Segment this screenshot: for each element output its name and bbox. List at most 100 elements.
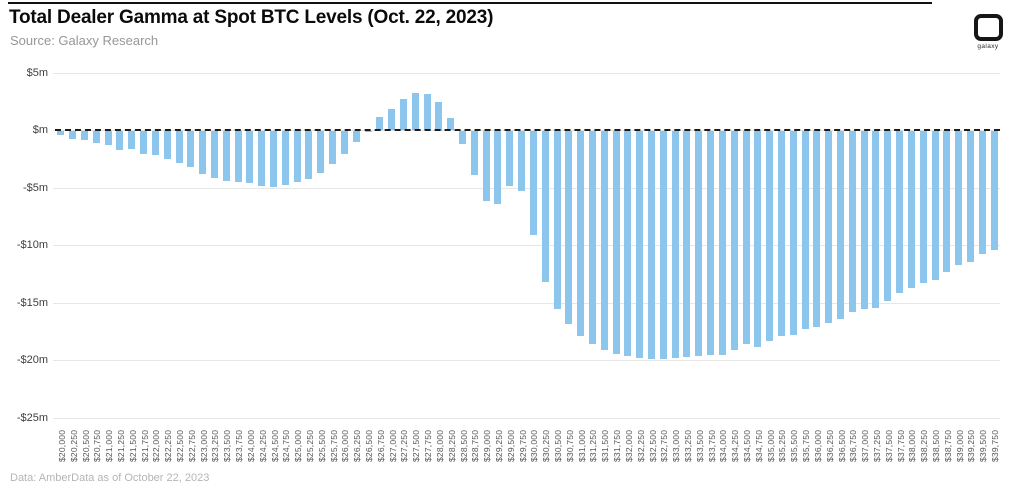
bar	[399, 99, 407, 131]
bar	[116, 130, 124, 151]
x-axis-tick-label: $21,750	[139, 429, 150, 462]
y-axis-tick-label: -$25m	[16, 411, 48, 424]
x-axis-tick-label: $24,250	[257, 429, 268, 462]
x-axis-tick-label: $22,250	[163, 429, 174, 462]
bar	[813, 130, 821, 328]
x-axis-tick-label: $23,750	[234, 429, 245, 462]
bar	[258, 130, 266, 186]
bar	[801, 130, 809, 330]
x-axis-tick-label: $37,750	[895, 429, 906, 462]
bar	[470, 130, 478, 176]
x-axis-tick-label: $20,750	[92, 429, 103, 462]
bar	[565, 130, 573, 324]
x-axis-tick-label: $32,250	[635, 429, 646, 462]
bar	[766, 130, 774, 341]
y-axis-tick-label: -$15m	[16, 296, 48, 309]
bar	[648, 130, 656, 360]
x-axis-tick-label: $35,500	[789, 429, 800, 462]
bar	[128, 130, 136, 149]
page-title: Total Dealer Gamma at Spot BTC Levels (O…	[9, 7, 494, 28]
x-axis-tick-label: $39,250	[966, 429, 977, 462]
bar	[884, 130, 892, 301]
bar	[943, 130, 951, 272]
x-axis-tick-label: $27,500	[411, 429, 422, 462]
gridline	[53, 187, 1000, 189]
x-axis-tick-label: $30,750	[564, 429, 575, 462]
bar	[364, 130, 372, 132]
x-axis-tick-label: $22,000	[151, 429, 162, 462]
bar	[281, 130, 289, 185]
bar	[435, 101, 443, 131]
x-axis-tick-label: $37,500	[883, 429, 894, 462]
zero-line	[55, 129, 1000, 131]
bar	[541, 130, 549, 283]
x-axis-tick-label: $34,750	[753, 429, 764, 462]
x-axis-tick-label: $24,000	[245, 429, 256, 462]
x-axis-tick-label: $23,250	[210, 429, 221, 462]
x-axis-tick-label: $26,000	[340, 429, 351, 462]
gridline	[53, 72, 1000, 74]
bar	[234, 130, 242, 183]
bar	[872, 130, 880, 308]
bar	[411, 92, 419, 131]
bar	[388, 108, 396, 131]
bar	[376, 116, 384, 131]
x-axis-tick-label: $22,750	[186, 429, 197, 462]
x-axis-tick-label: $38,000	[907, 429, 918, 462]
x-axis-tick-label: $39,500	[978, 429, 989, 462]
x-axis-tick-label: $36,000	[812, 429, 823, 462]
bar	[577, 130, 585, 337]
bar	[222, 130, 230, 182]
bar	[210, 130, 218, 178]
bar	[825, 130, 833, 323]
x-axis-tick-label: $34,000	[718, 429, 729, 462]
x-axis-tick-label: $31,000	[576, 429, 587, 462]
bar	[270, 130, 278, 187]
x-axis-tick-label: $35,250	[777, 429, 788, 462]
gridline	[53, 417, 1000, 419]
bar	[175, 130, 183, 163]
bar	[246, 130, 254, 184]
bar	[329, 130, 337, 164]
x-axis-tick-label: $24,500	[269, 429, 280, 462]
x-axis-tick-label: $36,500	[836, 429, 847, 462]
x-axis-tick-label: $25,750	[328, 429, 339, 462]
bar	[754, 130, 762, 347]
x-axis-tick-label: $30,500	[553, 429, 564, 462]
x-axis-tick-label: $32,000	[623, 429, 634, 462]
y-axis-tick-label: $m	[32, 124, 48, 136]
y-axis-tick-label: -$20m	[16, 354, 48, 366]
x-axis-tick-label: $21,000	[104, 429, 115, 462]
x-axis-tick-label: $37,250	[871, 429, 882, 462]
x-axis-tick-label: $36,750	[848, 429, 859, 462]
x-axis-tick-label: $36,250	[824, 429, 835, 462]
bar	[494, 130, 502, 205]
bar	[624, 130, 632, 356]
x-axis-tick-label: $31,250	[588, 429, 599, 462]
y-axis-tick-label: -$5m	[22, 181, 48, 194]
gridline	[53, 245, 1000, 246]
x-axis-tick-label: $29,250	[493, 429, 504, 462]
x-axis-tick-label: $34,500	[742, 429, 753, 462]
bar	[600, 130, 608, 351]
bar	[659, 130, 667, 360]
bar	[104, 130, 112, 146]
x-axis-tick-label: $32,500	[647, 429, 658, 462]
bar	[896, 130, 904, 293]
bar	[518, 130, 526, 192]
x-axis-tick-label: $30,000	[529, 429, 540, 462]
x-axis-tick-label: $33,750	[706, 429, 717, 462]
bar	[612, 130, 620, 354]
x-axis-tick-label: $23,500	[222, 429, 233, 462]
x-axis-tick-label: $39,000	[954, 429, 965, 462]
bar	[187, 130, 195, 168]
x-axis-tick-label: $21,250	[115, 429, 126, 462]
bar	[92, 130, 100, 144]
x-axis-tick-label: $28,250	[446, 429, 457, 462]
bar	[718, 130, 726, 355]
bar	[199, 130, 207, 175]
x-axis-tick-label: $30,250	[541, 429, 552, 462]
gridline	[53, 302, 1000, 304]
bar	[978, 130, 986, 254]
